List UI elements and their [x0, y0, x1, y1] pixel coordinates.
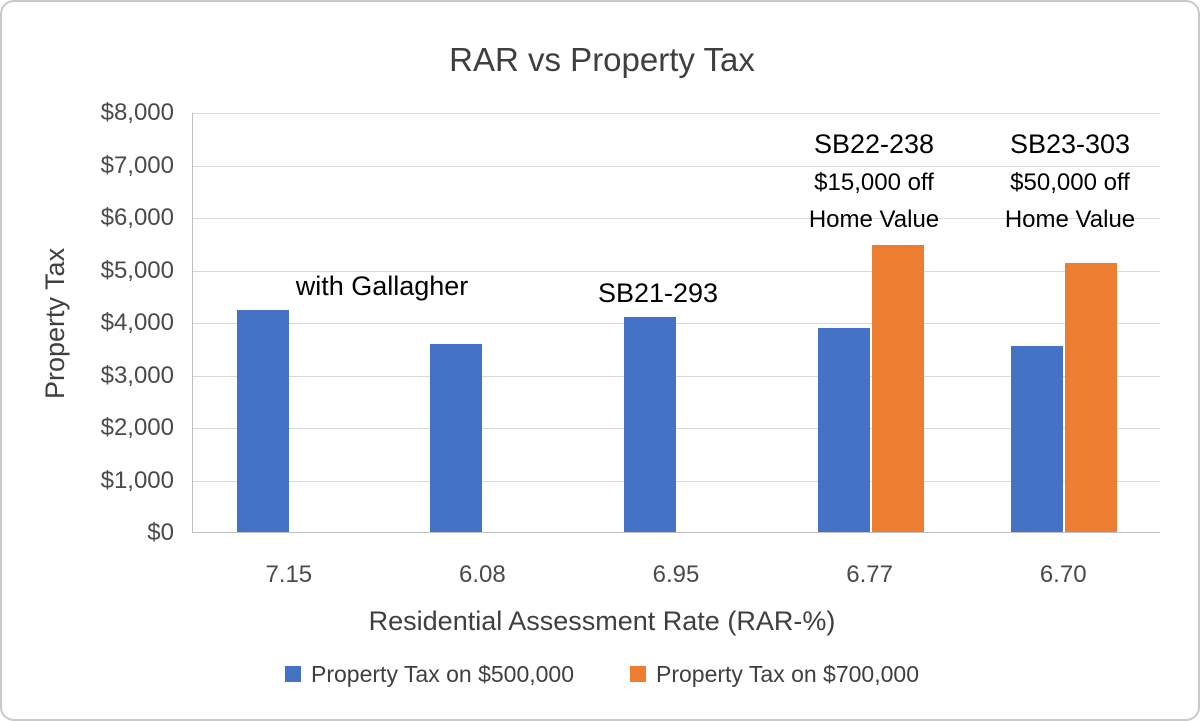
gridline: [193, 165, 1160, 167]
bar-group-6.95: [580, 113, 774, 532]
y-tick-label: $6,000: [100, 204, 174, 231]
y-tick-label: $7,000: [100, 151, 174, 179]
gridline: [193, 218, 1160, 219]
gridline: [193, 375, 1160, 377]
bar-500k-6.70: [1011, 345, 1064, 532]
gridline: [193, 113, 1160, 114]
y-axis-title: Property Tax: [40, 247, 70, 399]
x-tick-label: 7.15: [265, 561, 313, 588]
annotation-subtext: $15,000 off: [814, 169, 934, 196]
legend: Property Tax on $500,000 Property Tax on …: [2, 658, 1198, 690]
bar-500k-6.95: [623, 316, 676, 532]
y-tick-label: $0: [147, 519, 174, 546]
y-tick-label: $2,000: [100, 414, 174, 441]
x-tick-label: 6.08: [459, 561, 506, 588]
legend-item: Property Tax on $500,000: [285, 661, 574, 688]
annotation-text: SB21-293: [597, 278, 719, 308]
bar-group-7.15: [193, 113, 387, 532]
x-tick-label: 6.70: [1039, 561, 1087, 588]
gridline: [193, 428, 1160, 429]
legend-swatch: [285, 666, 302, 682]
bar-group-6.77: [774, 113, 968, 532]
x-axis-title: Residential Assessment Rate (RAR-%): [368, 606, 836, 636]
y-tick-label: $1,000: [100, 466, 174, 494]
legend-item: Property Tax on $700,000: [630, 661, 919, 688]
x-tick-label: 6.77: [846, 561, 893, 588]
legend-label: Property Tax on $700,000: [656, 660, 919, 687]
bar-500k-7.15: [236, 310, 289, 532]
bar-700k-6.77: [871, 244, 924, 532]
annotation-sb21-293: SB21-293: [598, 277, 718, 309]
y-tick-label: $5,000: [100, 256, 174, 284]
bar-700k-6.70: [1065, 263, 1118, 532]
annotation-sb22-238: SB22-238 $15,000 off Home Value: [809, 128, 939, 234]
x-axis-tick-labels: 7.15 6.08 6.95 6.77 6.70: [192, 560, 1160, 590]
chart-title: RAR vs Property Tax: [449, 41, 755, 78]
y-axis-tick-labels: $0 $1,000 $2,000 $3,000 $4,000 $5,000 $6,000 $7…: [72, 99, 182, 546]
annotation-with-gallagher: with Gallagher: [296, 270, 469, 302]
annotation-subtext: Home Value: [808, 206, 940, 233]
bar-group-6.08: [387, 113, 581, 532]
bar-group-6.70: [967, 113, 1161, 532]
annotation-text: SB23-303: [1009, 129, 1131, 159]
plot-area: [192, 113, 1160, 533]
legend-label: Property Tax on $500,000: [311, 660, 574, 687]
annotation-subtext: Home Value: [1004, 206, 1136, 233]
annotation-text: SB22-238: [813, 129, 935, 159]
bar-500k-6.08: [430, 344, 483, 532]
y-tick-label: $8,000: [100, 99, 174, 126]
annotation-subtext: $50,000 off: [1010, 169, 1130, 196]
y-tick-label: $4,000: [100, 309, 174, 336]
bar-500k-6.77: [817, 328, 870, 532]
y-tick-label: $3,000: [100, 361, 174, 389]
annotation-sb23-303: SB23-303 $50,000 off Home Value: [1005, 128, 1135, 234]
gridline: [193, 270, 1160, 272]
x-tick-label: 6.95: [652, 561, 700, 588]
gridline: [193, 323, 1160, 324]
annotation-text: with Gallagher: [295, 271, 469, 301]
legend-swatch: [630, 666, 646, 682]
gridline: [193, 480, 1160, 482]
